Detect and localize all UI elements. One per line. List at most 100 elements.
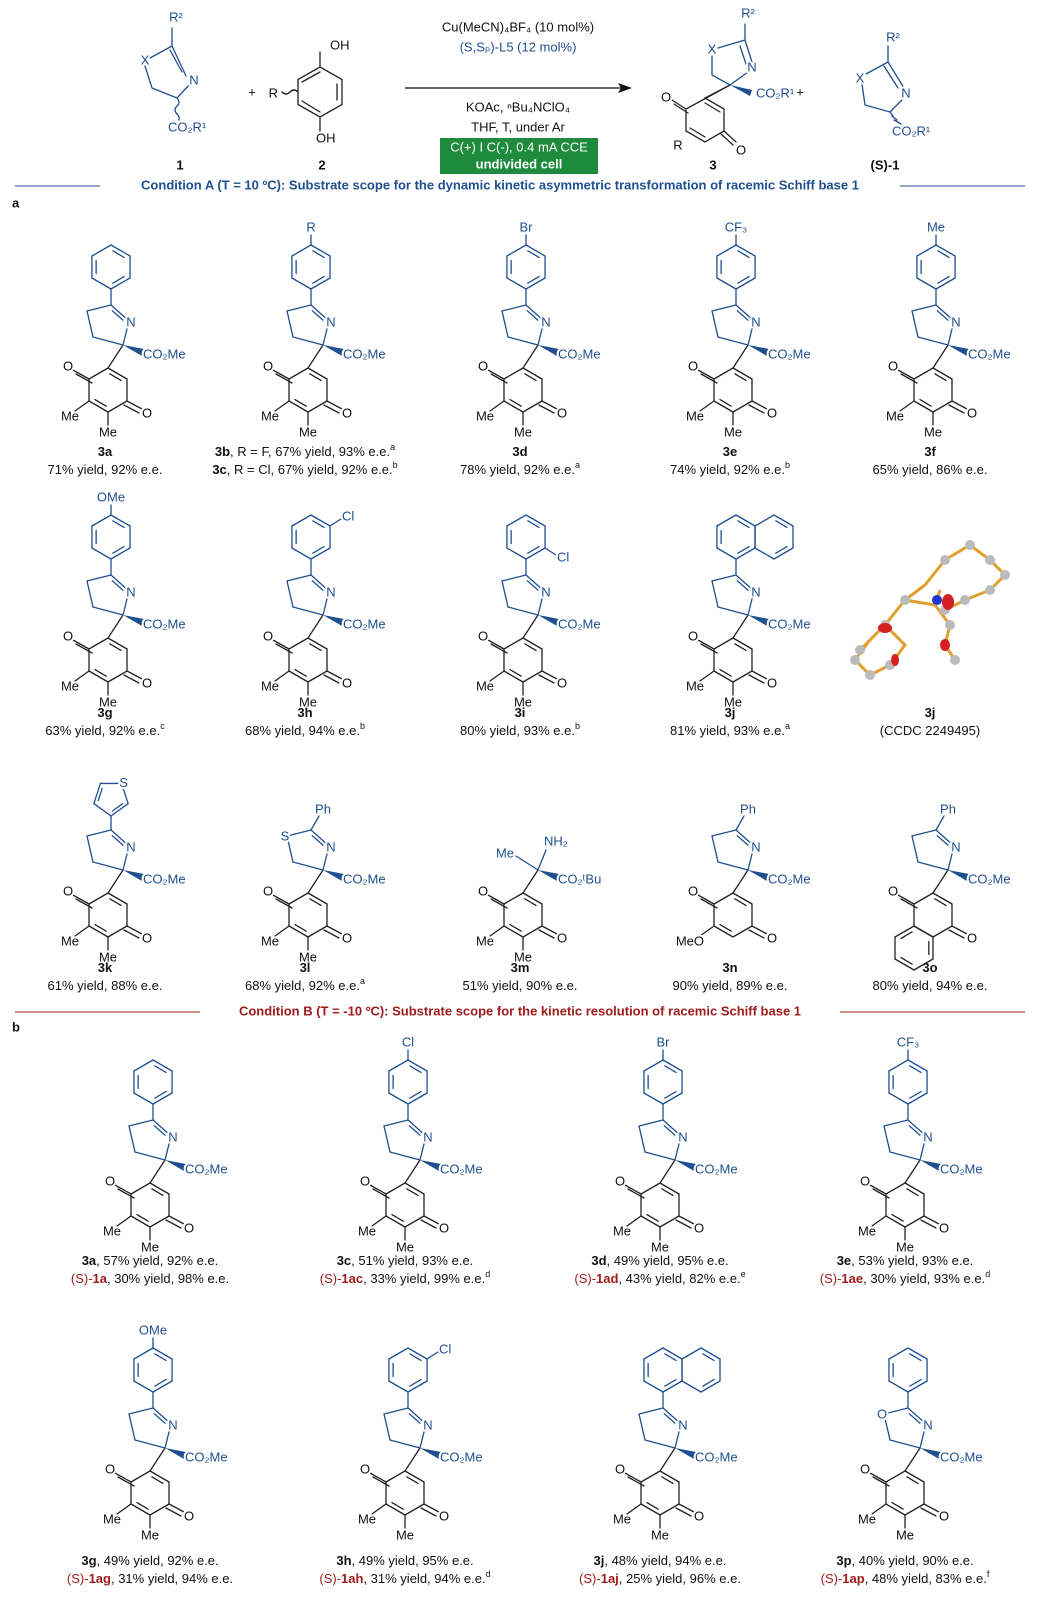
bond [384, 1126, 390, 1152]
caption-note: d [485, 1269, 490, 1279]
bond [523, 671, 542, 682]
bond [660, 1160, 675, 1183]
atom-label: Me [103, 1223, 121, 1238]
bond [384, 1120, 408, 1126]
caption: 3h, 49% yield, 95% e.e. [336, 1553, 473, 1568]
bond [111, 245, 130, 256]
bond [523, 345, 538, 368]
bond [639, 1408, 663, 1414]
structure: MeMeOOCO₂MeNCF₃ [858, 1034, 983, 1254]
caption: 3o [922, 960, 937, 975]
caption-note: a [785, 721, 790, 731]
caption: (S)-1ap, 48% yield, 83% e.e.f [821, 1569, 990, 1586]
atom-label: O [63, 883, 73, 898]
structure: MeMeOOCO₂MeNCl [476, 515, 601, 709]
atom-label: Me [613, 1511, 631, 1526]
bond [508, 337, 538, 345]
caption-label: 3n [722, 960, 737, 975]
caption: 3e, 53% yield, 93% e.e. [837, 1253, 974, 1268]
bond [908, 1348, 927, 1359]
atom-label: N [923, 1417, 932, 1432]
bond [660, 1504, 679, 1515]
bond [389, 1381, 408, 1392]
wedge-bond [920, 1160, 941, 1171]
atom-label: O [360, 1461, 370, 1476]
bond [115, 1473, 131, 1482]
atom-label: O [688, 358, 698, 373]
bond [712, 830, 736, 836]
caption-text: , 49% yield, 95% e.e. [607, 1253, 729, 1268]
caption-label: 3h [297, 705, 312, 720]
atom-label: O [478, 358, 488, 373]
atom-label: O [767, 675, 777, 690]
bond [914, 926, 933, 937]
atom-label: O [615, 1461, 625, 1476]
atom-label: Me [896, 1527, 914, 1542]
caption-text: , 48% yield, 83% e.e. [865, 1571, 987, 1586]
atom-label: N [951, 839, 960, 854]
bond [293, 862, 323, 870]
bond [639, 1414, 645, 1440]
wedge-bond [420, 1160, 441, 1171]
bond [886, 1216, 905, 1227]
cell-text: undivided cell [476, 156, 563, 171]
bond [129, 1120, 153, 1126]
bond [507, 515, 526, 526]
bond [625, 1473, 641, 1482]
bond [386, 1183, 405, 1194]
plus: + [796, 84, 804, 99]
atom-label: N [168, 1129, 177, 1144]
atom-label: Me [141, 1527, 159, 1542]
bond [905, 1471, 924, 1482]
atom-label: CO₂Me [968, 871, 1011, 886]
atom-label: CO₂Me [143, 346, 186, 361]
bond [937, 311, 948, 320]
bond [698, 370, 714, 379]
atom-label: R² [741, 5, 755, 20]
bond [527, 311, 538, 320]
atom-label: OH [316, 130, 336, 145]
bond [273, 895, 289, 904]
bond [405, 1504, 424, 1515]
bond [112, 836, 123, 845]
bond [733, 638, 752, 649]
bond [73, 640, 89, 649]
bond [134, 1060, 153, 1071]
bond [135, 1440, 165, 1448]
bond [937, 836, 948, 845]
caption: 3c, 51% yield, 93% e.e. [337, 1253, 474, 1268]
reagent: KOAc, ⁿBu₄NClO₄ [466, 99, 570, 114]
caption-label: 3j [725, 705, 736, 720]
bond [488, 370, 504, 379]
bond [427, 1352, 438, 1359]
bond [774, 548, 793, 559]
atom-label: O [478, 883, 488, 898]
bond [504, 893, 523, 904]
bond [908, 1060, 927, 1071]
atom-label: O [860, 1173, 870, 1188]
bond [663, 1381, 682, 1392]
structure: MeMeOOCO₂MeNCl [358, 1034, 483, 1254]
atom-label: O [888, 358, 898, 373]
atom-label: N [168, 1417, 177, 1432]
atom-label: N [751, 584, 760, 599]
atom-label: R² [169, 9, 183, 24]
atom-label: R [673, 137, 682, 152]
bond [370, 1473, 386, 1482]
bond [523, 368, 542, 379]
structure: MeMeOOCO₂MeN [613, 1348, 738, 1542]
bond [129, 1126, 135, 1152]
bond [73, 895, 89, 904]
caption: 80% yield, 94% e.e. [873, 978, 988, 993]
caption: 3k [98, 960, 113, 975]
caption-label: 3f [924, 444, 936, 459]
bond [714, 368, 733, 379]
compound-label: 2 [318, 157, 325, 172]
bond [92, 548, 111, 559]
caption-prefix: (S)- [574, 1271, 596, 1286]
caption-note: a [360, 976, 365, 986]
bond [287, 305, 311, 311]
bond [129, 1414, 135, 1440]
bond [92, 515, 111, 526]
